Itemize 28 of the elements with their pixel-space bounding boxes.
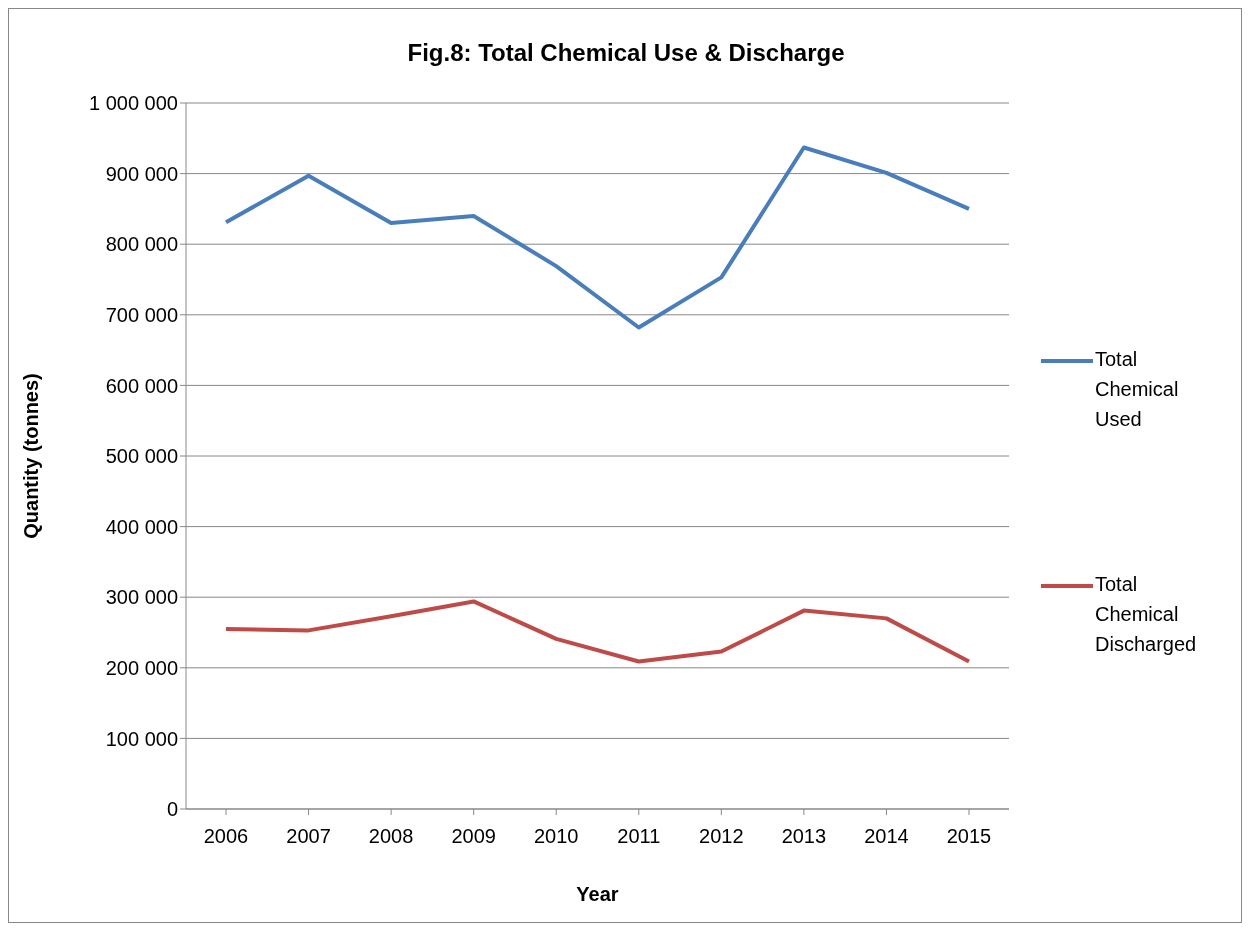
- x-tick-label: 2008: [368, 825, 414, 848]
- x-tick-label: 2012: [699, 825, 744, 848]
- x-tick-label: 2009: [451, 825, 496, 848]
- y-tick-label: 0: [166, 798, 178, 821]
- y-tick-label: 900 000: [105, 162, 178, 185]
- y-tick-label: 400 000: [105, 515, 178, 538]
- y-tick-label: 200 000: [105, 656, 178, 679]
- y-tick-label: 300 000: [105, 586, 178, 609]
- x-tick-label: 2010: [533, 825, 579, 848]
- x-tick-label: 2007: [286, 825, 331, 848]
- x-tick-label: 2015: [946, 825, 992, 848]
- x-tick-label: 2013: [781, 825, 827, 848]
- y-tick-label: 800 000: [105, 233, 178, 256]
- legend-label: Total Chemical Discharged: [1095, 572, 1198, 657]
- x-tick-label: 2006: [203, 825, 249, 848]
- line-series: [224, 145, 971, 330]
- y-axis-title: Quantity (tonnes): [20, 373, 43, 539]
- chart-title: Fig.8: Total Chemical Use & Discharge: [406, 39, 846, 67]
- y-tick-label: 600 000: [105, 374, 178, 397]
- y-tick-label: 700 000: [105, 303, 178, 326]
- y-tick-label: 500 000: [105, 445, 178, 468]
- x-tick-label: 2014: [864, 825, 909, 848]
- line-series: [224, 599, 971, 664]
- x-axis-title: Year: [576, 883, 619, 905]
- x-tick-label: 2011: [617, 825, 661, 848]
- y-tick-label: 1 000 000: [89, 92, 178, 115]
- y-tick-label: 100 000: [105, 727, 178, 750]
- legend-label: Total Chemical Used: [1095, 347, 1180, 432]
